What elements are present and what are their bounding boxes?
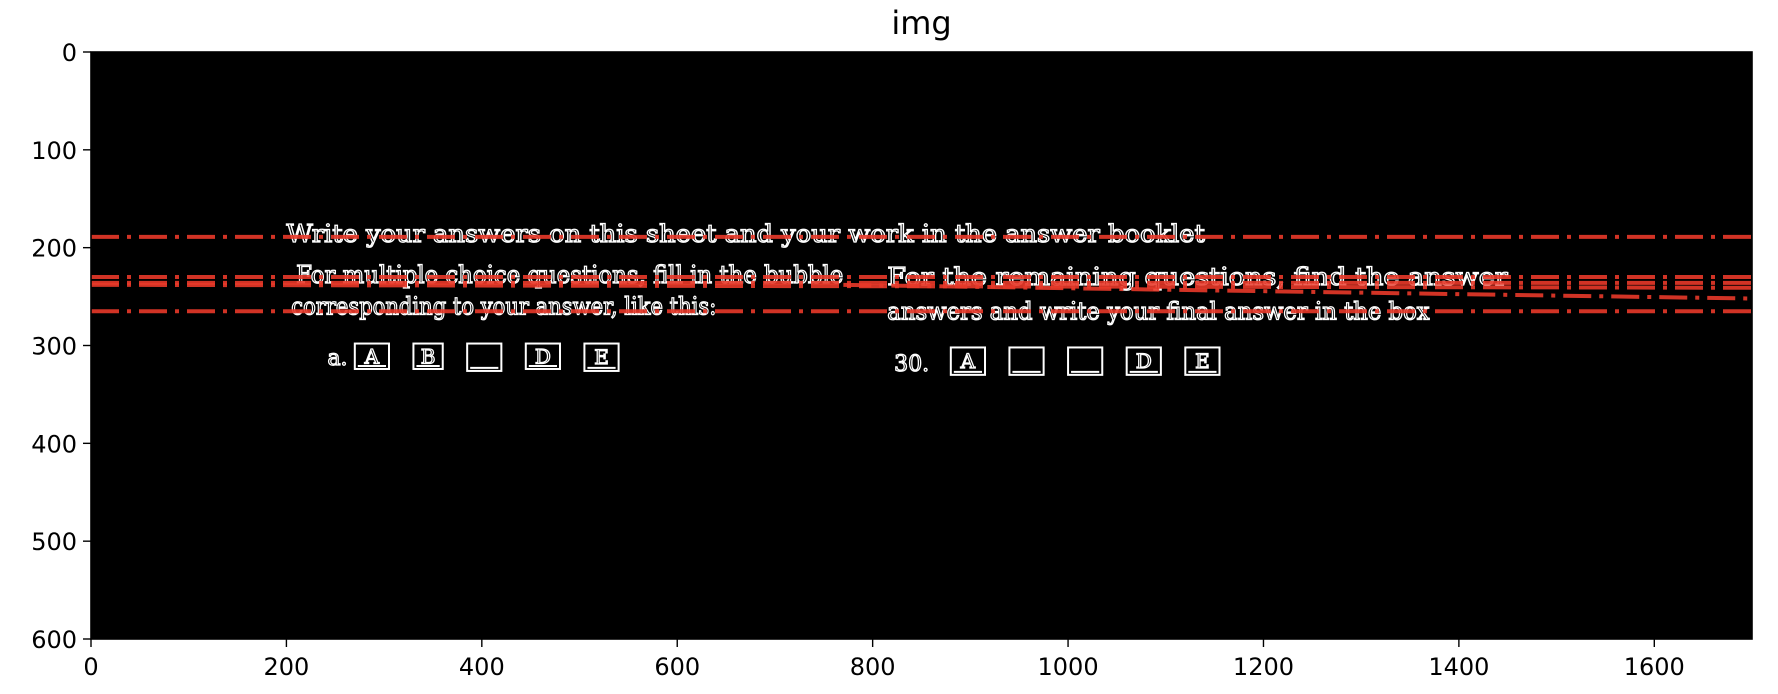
edge-text-line: Write your answers on this sheet and you…	[286, 220, 1205, 248]
answer-box: B	[412, 342, 444, 370]
detected-lines	[90, 234, 1753, 314]
chart-title: img	[891, 4, 951, 42]
x-tick-label: 800	[850, 653, 896, 681]
y-tick-label: 0	[62, 39, 77, 67]
answer-box-letter: A	[960, 349, 976, 373]
answer-box-letter: E	[1195, 349, 1210, 373]
answer-box	[1008, 346, 1045, 376]
image-area	[91, 52, 1752, 639]
x-tick-label: 1400	[1428, 653, 1489, 681]
answer-box-outline	[1125, 346, 1162, 376]
answer-box: A	[949, 346, 987, 376]
y-axis: 0 100 200 300 400 500 600	[31, 39, 91, 654]
answer-box-letter: B	[421, 344, 436, 368]
y-tick-label: 200	[31, 235, 77, 263]
y-tick-label: 600	[31, 626, 77, 654]
x-tick-label: 600	[654, 653, 700, 681]
answer-box-outline	[1067, 346, 1104, 376]
answer-box-outline	[412, 342, 444, 370]
answer-box-outline	[353, 342, 391, 370]
answer-box-outline	[949, 346, 987, 376]
answer-box-outline	[1184, 346, 1221, 376]
answer-box-letter: D	[1136, 349, 1152, 373]
x-tick-label: 1200	[1233, 653, 1294, 681]
answer-box: D	[1125, 346, 1162, 376]
y-tick-label: 300	[31, 333, 77, 361]
question-mark-label: 30.	[894, 352, 929, 377]
answer-box: E	[1184, 346, 1221, 376]
x-tick-label: 0	[83, 653, 98, 681]
answer-box: D	[524, 342, 561, 370]
x-tick-label: 1000	[1038, 653, 1099, 681]
x-tick-label: 1600	[1624, 653, 1685, 681]
x-tick-label: 200	[264, 653, 310, 681]
question-mark-label: a.	[327, 346, 347, 371]
answer-box	[1067, 346, 1104, 376]
answer-box-outline	[466, 342, 503, 372]
answer-box	[466, 342, 503, 372]
answer-box: E	[583, 342, 620, 372]
x-tick-label: 400	[459, 653, 505, 681]
y-tick-label: 400	[31, 430, 77, 458]
y-tick-label: 500	[31, 528, 77, 556]
edge-text-line: For multiple choice questions, fill in t…	[296, 261, 843, 289]
edge-text-line: corresponding to your answer, like this:	[291, 292, 716, 320]
answer-box-outline	[1008, 346, 1045, 376]
answer-box-outline	[583, 342, 620, 372]
answer-box-letter: D	[535, 344, 551, 368]
detected-line	[90, 282, 1753, 290]
x-axis: 0 200 400 600 800 1000 1200 1400 1600	[83, 639, 1685, 681]
answer-box-letter: E	[594, 345, 609, 369]
answer-box-outline	[524, 342, 561, 370]
answer-box: A	[353, 342, 391, 370]
y-tick-label: 100	[31, 137, 77, 165]
answer-box-letter: A	[364, 344, 380, 368]
